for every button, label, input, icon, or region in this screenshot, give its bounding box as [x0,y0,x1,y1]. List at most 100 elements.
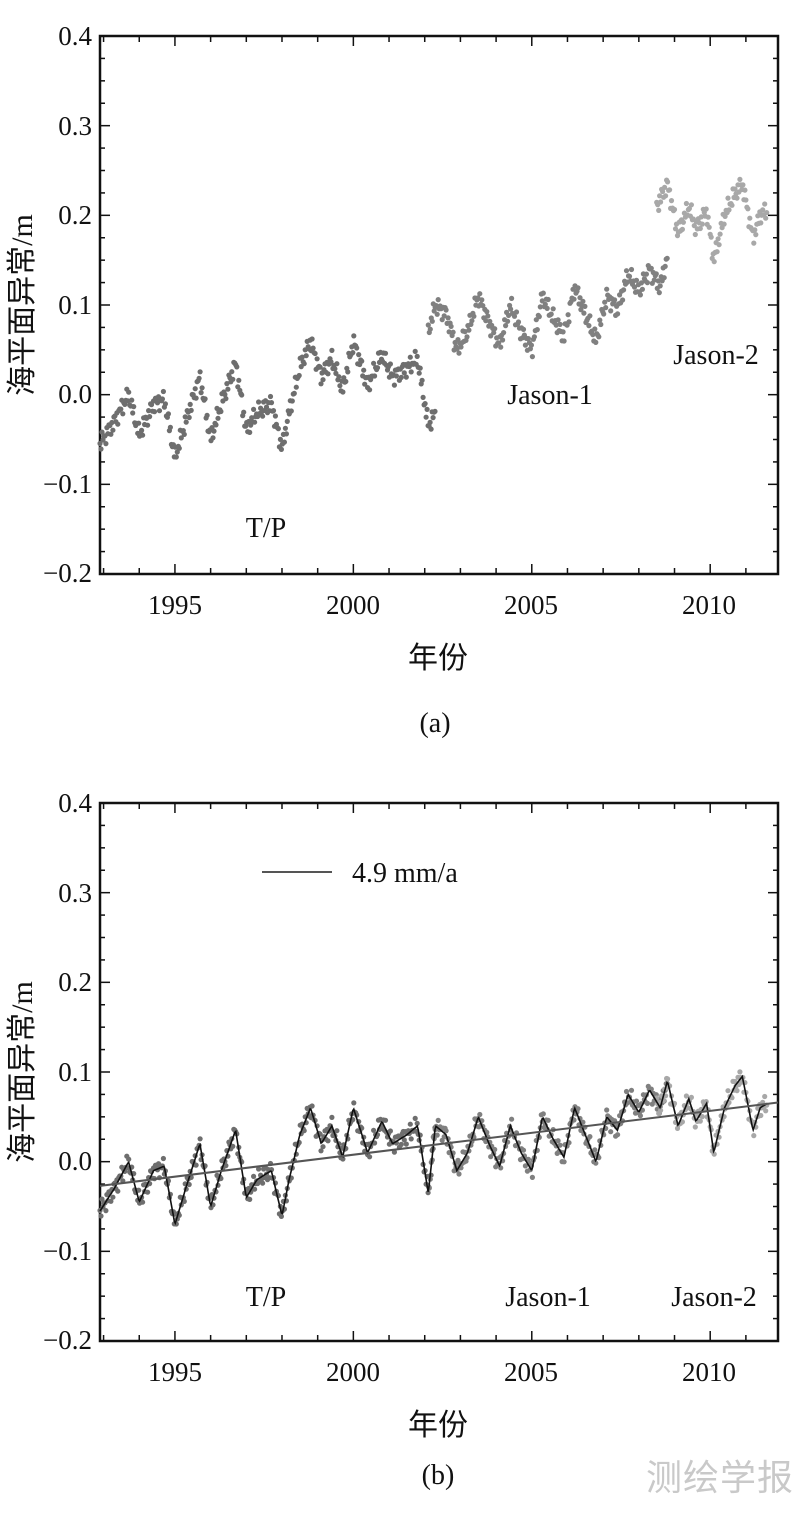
data-point-a-326 [420,394,426,400]
data-point-a-619 [691,223,697,229]
data-point-b-11 [108,1198,114,1204]
data-point-b-627 [699,1114,705,1120]
data-point-a-372 [458,344,464,350]
ytick-a-5: −0.1 [43,469,92,499]
data-point-b-653 [725,1088,731,1094]
data-point-b-519 [604,1107,610,1113]
data-point-a-140 [236,377,242,383]
data-point-a-261 [356,352,362,358]
data-point-a-495 [580,298,586,304]
data-point-a-554 [638,280,645,286]
data-point-a-28 [125,398,131,404]
data-point-a-611 [683,200,690,207]
data-point-a-547 [631,284,638,290]
data-point-b-206 [301,1128,307,1134]
data-point-a-571 [655,278,661,284]
data-point-a-423 [509,295,515,301]
data-point-b-331 [425,1190,431,1196]
data-point-a-513 [598,321,604,328]
label-tp-b: T/P [246,1282,286,1313]
data-point-a-486 [571,296,577,302]
data-point-a-102 [198,390,204,396]
data-point-a-590 [663,193,669,199]
label-jason2-a: Jason-2 [673,340,759,371]
data-point-a-256 [351,333,357,339]
data-point-a-564 [648,265,654,271]
data-point-a-653 [725,195,731,201]
data-point-b-151 [247,1196,253,1202]
data-point-a-280 [374,365,381,371]
data-point-a-222 [317,364,323,370]
data-point-a-11 [108,431,114,437]
data-point-a-370 [456,350,462,356]
data-point-b-29 [126,1156,132,1162]
data-point-b-155 [251,1173,257,1179]
data-point-b-134 [230,1143,236,1149]
data-point-a-560 [644,280,651,286]
data-point-a-92 [188,407,194,413]
data-point-a-86 [182,414,188,420]
data-point-a-151 [247,429,253,435]
data-point-a-90 [186,414,192,421]
data-point-a-323 [417,365,423,371]
data-point-b-239 [334,1128,340,1134]
data-point-a-688 [760,207,766,213]
data-point-b-307 [401,1137,407,1143]
data-point-a-129 [225,386,231,392]
data-point-a-454 [539,298,545,304]
data-point-a-573 [657,283,663,289]
data-point-b-440 [525,1156,532,1162]
data-point-a-188 [283,431,289,437]
data-point-b-320 [414,1120,420,1126]
data-point-a-415 [501,330,507,336]
data-point-a-208 [303,353,309,359]
data-point-a-670 [742,187,748,193]
data-point-b-164 [260,1180,266,1186]
xlabel-a: 年份 [408,642,468,675]
data-point-a-569 [653,271,659,277]
data-point-a-587 [660,188,666,195]
data-point-a-512 [597,317,603,323]
data-point-a-360 [446,329,452,335]
data-point-b-357 [443,1128,449,1134]
data-point-a-34 [131,404,137,410]
data-point-a-172 [267,393,274,400]
xtick-a-2005: 2005 [504,590,558,620]
data-point-a-380 [466,327,472,333]
data-point-a-585 [658,199,664,205]
data-point-a-49 [146,408,152,414]
data-point-a-359 [445,315,451,321]
data-point-a-313 [407,354,413,360]
data-point-a-549 [633,277,640,283]
data-point-a-329 [423,414,429,420]
data-point-a-608 [680,219,687,225]
data-point-a-412 [498,344,504,350]
data-point-a-596 [668,198,675,204]
data-point-b-455 [540,1111,546,1117]
data-point-a-204 [299,354,305,360]
label-jason2-b: Jason-2 [671,1282,757,1313]
data-point-a-349 [435,297,441,303]
data-point-a-430 [515,319,522,325]
data-point-b-686 [758,1112,764,1119]
ytick-b-5: −0.1 [43,1236,92,1266]
data-point-a-33 [130,410,136,416]
data-point-a-567 [651,277,657,283]
data-point-a-391 [477,291,483,297]
data-point-a-66 [162,401,168,407]
data-point-a-518 [603,305,609,311]
data-point-a-508 [593,339,599,345]
data-point-b-13 [110,1194,116,1200]
data-point-b-309 [403,1141,409,1147]
data-point-a-162 [258,405,264,411]
data-point-a-592 [665,179,671,185]
data-point-a-214 [309,336,315,342]
data-point-a-32 [129,397,135,403]
data-point-a-42 [139,427,145,433]
data-point-b-97 [193,1162,199,1168]
data-point-b-472 [557,1142,563,1148]
data-point-a-96 [192,386,198,392]
data-point-a-476 [561,338,567,344]
data-point-a-242 [337,383,343,389]
data-point-b-304 [398,1141,404,1147]
